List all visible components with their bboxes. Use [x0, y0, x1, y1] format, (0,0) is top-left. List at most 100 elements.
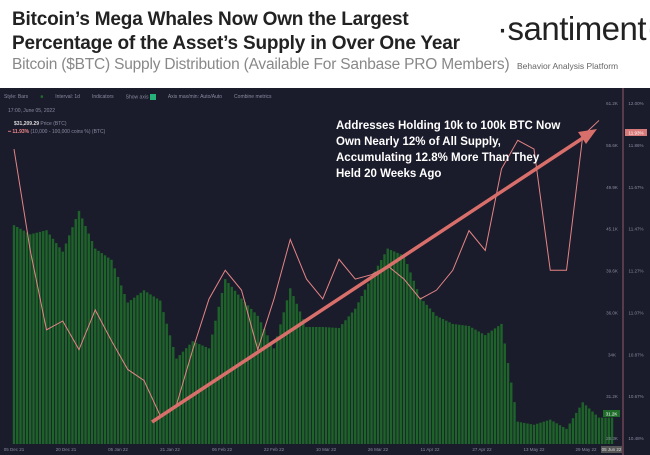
price-bar [562, 426, 565, 444]
interval-select[interactable]: Interval: 1d [55, 94, 80, 101]
price-bar [38, 231, 42, 444]
price-bar [123, 293, 126, 444]
price-bar [279, 324, 282, 444]
price-bar [136, 295, 139, 444]
price-bar [230, 286, 233, 444]
price-tick: 61.2K [606, 101, 618, 106]
price-bar [178, 355, 181, 444]
annotation-text: Addresses Holding 10k to 100k BTC Now Ow… [336, 120, 561, 180]
price-bar [87, 233, 90, 444]
price-tick: 45.1K [606, 227, 618, 232]
price-label: Price (BTC) [40, 121, 67, 127]
price-bar [292, 296, 295, 444]
price-bar [380, 259, 383, 444]
style-select[interactable]: Style: Bars [4, 94, 29, 101]
price-current-badge [603, 410, 620, 417]
x-tick: 13 May 22 [523, 447, 545, 452]
price-bar [516, 421, 519, 444]
price-bar [12, 225, 16, 444]
price-bar [285, 300, 289, 444]
price-bar [415, 289, 419, 444]
price-bar [298, 311, 302, 444]
price-bar [237, 294, 240, 444]
price-bar [328, 327, 331, 444]
price-bar [204, 346, 207, 444]
price-bar [243, 301, 246, 444]
price-bar [487, 332, 490, 444]
percent-current-badge [625, 129, 647, 136]
x-tick: 27 Apr 22 [472, 447, 492, 452]
price-bar [542, 421, 545, 444]
price-bar [601, 417, 604, 444]
price-bar [376, 265, 380, 444]
price-bar [393, 251, 396, 444]
price-bar [529, 424, 532, 444]
price-bar [510, 382, 513, 444]
combine-metrics-button[interactable]: Combine metrics [234, 94, 272, 101]
percent-tick: 11.67% [629, 185, 644, 190]
x-tick: 10 Mar 22 [316, 447, 337, 452]
price-bar [406, 264, 409, 444]
price-bar [269, 341, 272, 444]
percent-tick: 10.67% [628, 394, 643, 399]
percent-value: 11.93% [12, 129, 30, 135]
price-bar [344, 320, 347, 444]
price-bar [484, 335, 487, 444]
price-bar [610, 417, 614, 444]
price-bar [363, 289, 367, 444]
price-tick: 39.6K [606, 269, 618, 274]
price-bar [227, 282, 230, 444]
price-bar [126, 302, 129, 444]
price-bar [181, 351, 185, 444]
price-bar [357, 302, 360, 444]
headline: Bitcoin’s Mega Whales Now Own the Larges… [12, 9, 460, 54]
price-bar [305, 326, 308, 444]
percent-tick: 11.86% [629, 143, 644, 148]
color-picker[interactable]: ■ [40, 94, 44, 101]
price-bar [526, 423, 529, 444]
price-bar [48, 234, 51, 444]
price-tick: 28.3K [606, 436, 618, 441]
price-tick: 34K [608, 352, 616, 357]
price-bar [389, 249, 393, 444]
logo-tagline: Behavior Analysis Platform [517, 61, 619, 71]
price-bar [571, 418, 575, 444]
x-tick: 22 Feb 22 [264, 447, 285, 452]
price-bar [354, 308, 357, 444]
price-bar [220, 292, 224, 444]
price-bar [334, 327, 337, 444]
price-bar [409, 272, 412, 444]
price-bar [100, 253, 103, 444]
price-tick: 55.6K [606, 143, 618, 148]
price-bar [467, 325, 471, 444]
price-bar [159, 300, 162, 444]
price-bar [347, 316, 350, 444]
price-bar [42, 231, 45, 444]
indicators-select[interactable]: Indicators [91, 94, 114, 101]
price-bar [35, 232, 38, 444]
x-end-badge [601, 446, 622, 453]
price-bar [253, 312, 256, 444]
price-bar [58, 247, 61, 444]
x-end-label: 05 Jun 22 [602, 447, 622, 452]
price-bar [74, 219, 77, 444]
tooltip-price: $31,209.29 Price (BTC) [14, 121, 67, 127]
price-bar [302, 319, 305, 444]
price-bar [146, 292, 149, 444]
price-bar [211, 334, 214, 444]
percent-tick: 11.07% [629, 310, 644, 315]
price-bar [311, 326, 315, 444]
price-bar [68, 235, 71, 444]
price-bar [383, 254, 386, 444]
price-bar [90, 241, 94, 444]
show-axis-toggle[interactable]: Show axis [126, 94, 156, 100]
price-bar [110, 259, 113, 444]
price-bar [188, 344, 191, 444]
price-bar [97, 250, 100, 444]
price-bar [523, 422, 526, 444]
price-bar [428, 308, 432, 444]
percent-line [13, 120, 600, 417]
axis-max-select[interactable]: Axis max/min: Auto/Auto [167, 94, 223, 101]
price-bar [597, 417, 601, 444]
price-bar [259, 322, 263, 444]
